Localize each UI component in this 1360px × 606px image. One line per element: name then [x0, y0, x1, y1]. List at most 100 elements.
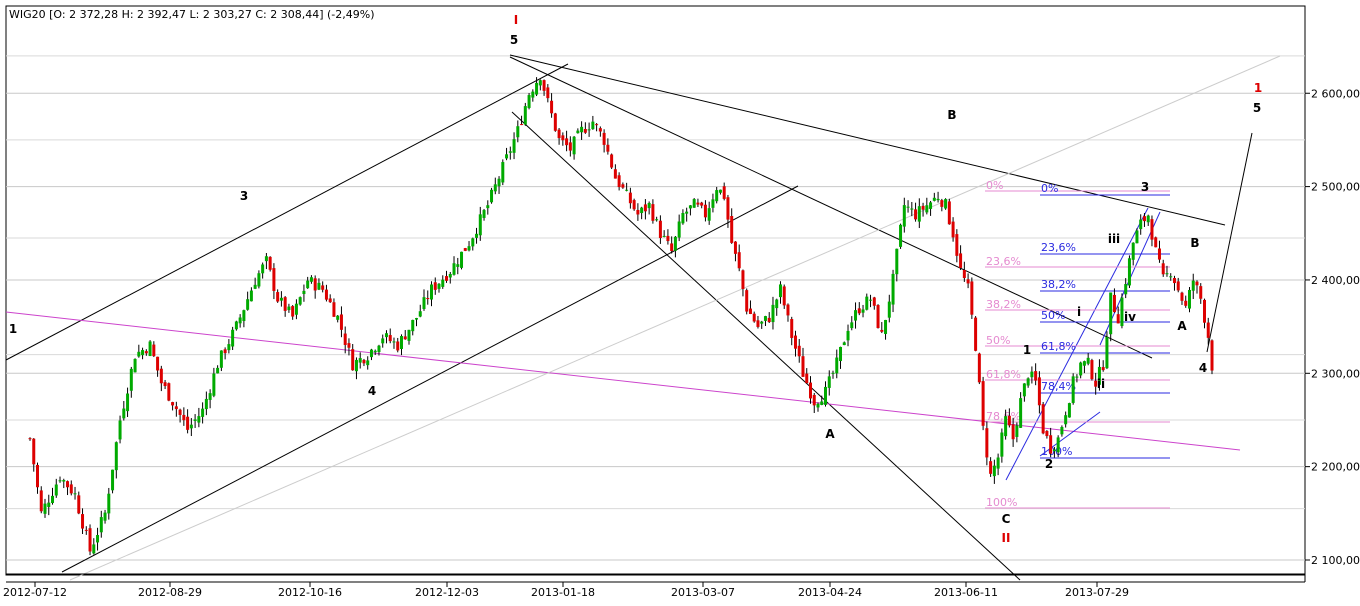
candle-body — [692, 199, 696, 208]
candle-body — [264, 256, 268, 262]
candle-body — [313, 278, 317, 291]
wave-label: A — [1177, 319, 1187, 333]
candle-body — [96, 534, 100, 543]
candle-body — [1150, 219, 1154, 240]
candle-body — [1064, 415, 1068, 425]
candle-body — [43, 503, 47, 514]
fib-level-label: 0% — [1041, 182, 1058, 195]
candle-body — [463, 248, 467, 251]
candle-body — [711, 199, 715, 208]
candle-body — [486, 205, 490, 209]
wave-label: 1 — [9, 322, 17, 336]
candle-body — [542, 80, 546, 91]
candle-body — [1067, 403, 1071, 418]
candle-body — [955, 234, 959, 256]
candle-body — [118, 420, 122, 440]
x-tick-label: 2012-07-12 — [3, 586, 67, 599]
candle-body — [906, 206, 910, 208]
candle-body — [1037, 377, 1041, 406]
candle-body — [880, 329, 884, 332]
x-tick-label: 2012-10-16 — [278, 586, 342, 599]
candle-body — [696, 202, 700, 205]
candle-body — [760, 321, 764, 324]
candle-body — [651, 204, 655, 221]
x-tick-label: 2013-06-11 — [934, 586, 998, 599]
candle-body — [1131, 242, 1135, 260]
candle-body — [238, 317, 242, 324]
candle-body — [996, 457, 1000, 469]
candle-body — [122, 408, 126, 419]
candle-body — [812, 394, 816, 406]
wave-label: iii — [1108, 232, 1120, 246]
candle-body — [977, 353, 981, 383]
candle-body — [54, 484, 58, 496]
x-tick-label: 2013-04-24 — [798, 586, 862, 599]
candle-body — [538, 80, 542, 86]
candle-body — [1180, 292, 1184, 301]
candle-body — [535, 82, 539, 95]
candle-body — [992, 465, 996, 477]
candle-body — [1004, 416, 1008, 437]
candle-body — [561, 135, 565, 141]
candle-body — [336, 315, 340, 320]
wave-label: 5 — [1253, 101, 1261, 115]
candle-body — [572, 136, 576, 155]
trendline — [509, 54, 1226, 226]
candle-body — [1094, 380, 1098, 387]
candle-body — [1176, 281, 1180, 291]
candle-body — [805, 373, 809, 384]
candle-body — [58, 480, 62, 482]
y-tick-label: 2 200,00 — [1311, 461, 1360, 474]
y-tick-label: 2 500,00 — [1311, 181, 1360, 194]
candle-body — [662, 235, 666, 237]
candle-body — [279, 297, 283, 301]
candle-body — [505, 154, 509, 159]
wave-label: A — [825, 427, 835, 441]
candle-body — [163, 382, 167, 387]
trendline — [511, 111, 1021, 581]
candle-body — [234, 321, 238, 330]
candle-body — [1124, 284, 1128, 295]
candle-body — [467, 246, 471, 251]
candle-body — [688, 205, 692, 209]
candle-body — [1184, 300, 1188, 306]
candle-body — [152, 344, 156, 357]
candle-body — [1090, 360, 1094, 380]
candle-body — [324, 289, 328, 300]
candle-body — [1101, 367, 1105, 371]
candle-body — [610, 154, 614, 168]
candle-body — [1146, 215, 1150, 223]
candle-body — [366, 360, 370, 366]
fib-level-label: 38,2% — [1041, 278, 1076, 291]
candle-body — [141, 350, 145, 356]
candle-body — [253, 284, 257, 289]
candle-body — [189, 424, 193, 429]
candle-body — [617, 175, 621, 188]
candle-body — [861, 309, 865, 313]
candle-body — [835, 357, 839, 374]
candle-body — [632, 200, 636, 210]
candle-body — [1105, 336, 1109, 369]
candle-body — [257, 273, 261, 287]
candle-body — [715, 190, 719, 202]
trendline — [5, 311, 1241, 451]
candle-body — [433, 282, 437, 290]
candle-body — [568, 142, 572, 151]
candle-body — [726, 197, 730, 220]
candle-body — [520, 124, 524, 126]
y-tick-label: 2 400,00 — [1311, 274, 1360, 287]
wave-label: 3 — [240, 189, 248, 203]
x-tick-label: 2013-03-07 — [671, 586, 735, 599]
candle-body — [854, 310, 858, 321]
candle-body — [182, 414, 186, 421]
candle-body — [1112, 294, 1116, 313]
wave-label: iv — [1124, 310, 1136, 324]
candle-body — [441, 279, 445, 287]
candle-body — [407, 329, 411, 341]
candle-body — [940, 200, 944, 207]
candle-body — [1071, 376, 1075, 403]
candle-body — [797, 345, 801, 357]
candle-body — [347, 343, 351, 348]
